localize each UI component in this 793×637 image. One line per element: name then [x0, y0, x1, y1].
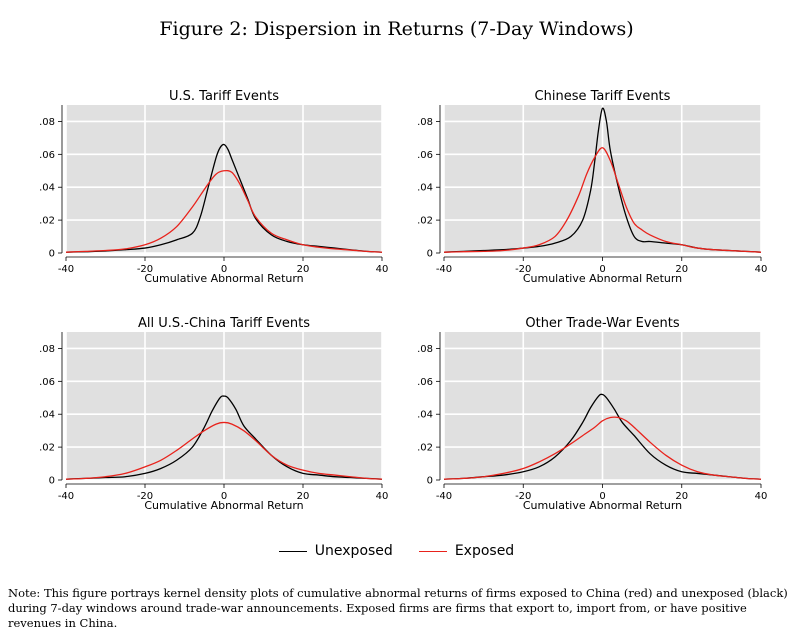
- y-tick-label: .06: [39, 377, 55, 388]
- x-tick-label: -20: [137, 264, 153, 275]
- y-tick-label: .02: [39, 216, 55, 227]
- x-axis-label: Cumulative Abnormal Return: [144, 272, 303, 285]
- legend-label-unexposed: Unexposed: [314, 543, 393, 559]
- chart-panel-4: Other Trade-War Events 0 .02 .04 .06 .08 -40 -2…: [417, 316, 767, 512]
- legend-item-unexposed: Unexposed: [278, 543, 393, 559]
- series-line-unexposed: [443, 393, 762, 480]
- y-tick-label: .08: [417, 117, 433, 128]
- y-tick-label: .04: [417, 183, 433, 194]
- series-line-unexposed: [65, 143, 383, 253]
- x-tick-label: 0: [221, 491, 227, 502]
- x-tick-label: 0: [599, 264, 605, 275]
- panel-title: U.S. Tariff Events: [169, 89, 279, 104]
- chart-panel-3: All U.S.-China Tariff Events 0 .02 .04 .06 .0…: [39, 316, 388, 512]
- x-axis-label: Cumulative Abnormal Return: [523, 272, 682, 285]
- x-tick-label: 40: [755, 264, 768, 275]
- series-line-exposed: [443, 416, 762, 480]
- x-tick-label: -20: [515, 264, 531, 275]
- x-tick-label: -40: [436, 491, 452, 502]
- y-tick-label: .08: [39, 344, 55, 355]
- legend-item-exposed: Exposed: [418, 543, 515, 559]
- y-tick-label: .02: [417, 443, 433, 454]
- x-tick-label: -20: [137, 491, 153, 502]
- x-tick-label: 40: [755, 491, 768, 502]
- y-tick-label: .08: [39, 117, 55, 128]
- chart-panel-1: U.S. Tariff Events 0 .02 .04 .06 .08 -40 -20 0 20…: [39, 89, 388, 285]
- x-tick-label: 40: [376, 264, 389, 275]
- y-tick-label: .02: [417, 216, 433, 227]
- figure-note: Note: This figure portrays kernel densit…: [8, 586, 788, 630]
- charts-area: U.S. Tariff Events 0 .02 .04 .06 .08 -40 -20 0 20…: [39, 89, 767, 512]
- x-axis-label: Cumulative Abnormal Return: [144, 499, 303, 512]
- y-tick-label: .06: [39, 150, 55, 161]
- x-tick-label: 40: [376, 491, 389, 502]
- x-tick-label: 20: [675, 491, 688, 502]
- panel-title: Other Trade-War Events: [525, 316, 680, 331]
- x-tick-label: -40: [58, 264, 74, 275]
- y-tick-label: .08: [417, 344, 433, 355]
- y-tick-label: 0: [427, 476, 433, 487]
- x-tick-label: 0: [221, 264, 227, 275]
- y-tick-label: .06: [417, 377, 433, 388]
- x-tick-label: 20: [297, 264, 310, 275]
- legend-swatch-exposed: [418, 550, 447, 552]
- y-tick-label: .04: [39, 183, 55, 194]
- x-tick-label: 20: [297, 491, 310, 502]
- y-tick-label: 0: [427, 249, 433, 260]
- y-tick-label: .02: [39, 443, 55, 454]
- series-line-exposed: [65, 169, 383, 253]
- y-tick-label: 0: [49, 249, 55, 260]
- y-tick-label: .06: [417, 150, 433, 161]
- legend-label-exposed: Exposed: [454, 543, 515, 559]
- figure-title: Figure 2: Dispersion in Returns (7-Day W…: [159, 18, 634, 40]
- legend-swatch-unexposed: [278, 550, 307, 552]
- legend: Unexposed Exposed: [0, 540, 793, 562]
- x-tick-label: 20: [675, 264, 688, 275]
- x-axis-label: Cumulative Abnormal Return: [523, 499, 682, 512]
- y-tick-label: .04: [417, 410, 433, 421]
- x-tick-label: -40: [58, 491, 74, 502]
- y-tick-label: 0: [49, 476, 55, 487]
- x-tick-label: 0: [599, 491, 605, 502]
- y-tick-label: .04: [39, 410, 55, 421]
- panel-title: All U.S.-China Tariff Events: [138, 316, 310, 331]
- series-line-exposed: [65, 421, 383, 480]
- series-line-unexposed: [65, 395, 383, 480]
- series-line-exposed: [443, 147, 762, 253]
- x-tick-label: -20: [515, 491, 531, 502]
- panel-title: Chinese Tariff Events: [535, 89, 671, 104]
- chart-panel-2: Chinese Tariff Events 0 .02 .04 .06 .08 -40 -20…: [417, 89, 767, 285]
- x-tick-label: -40: [436, 264, 452, 275]
